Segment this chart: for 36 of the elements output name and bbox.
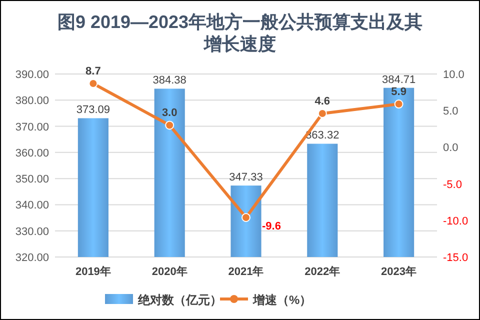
data-label: 5.9 [391, 86, 406, 98]
x-tick-label: 2019年 [75, 265, 111, 278]
y2-tick-label: 5.0 [443, 106, 458, 118]
point [242, 212, 250, 222]
y-tick-label: 350.00 [15, 174, 49, 186]
y-tick-label: 330.00 [15, 226, 49, 238]
data-label: 373.09 [76, 104, 110, 116]
point [165, 120, 174, 130]
data-label: 3.0 [162, 107, 178, 120]
y-tick-label: 320.00 [15, 252, 49, 264]
y-tick-label: 360.00 [15, 147, 49, 160]
x-tick-label: 2023年 [381, 265, 417, 278]
x-tick-label: 2020年 [152, 265, 188, 278]
y2-tick-label: -10.0 [443, 215, 468, 228]
data-label: 8.7 [86, 66, 101, 78]
data-label: 384.71 [382, 74, 416, 86]
data-label: 4.6 [314, 96, 330, 108]
y2-tick-label: 0.0 [443, 142, 458, 154]
data-label: -9.6 [262, 220, 281, 232]
point [394, 100, 404, 109]
legend-label: 绝对数（亿元） [137, 293, 222, 307]
chart-title: 图9 2019—2023年地方一般公共预算支出及其增长速度 [57, 12, 423, 54]
y2-tick-label: -5.0 [443, 178, 462, 191]
point [318, 109, 327, 118]
y2-tick-label: -15.0 [443, 252, 468, 264]
y-tick-label: 340.00 [15, 200, 49, 212]
data-label: 347.33 [229, 172, 263, 184]
x-tick-label: 2022年 [304, 265, 340, 278]
y-tick-label: 390.00 [15, 69, 49, 81]
y-tick-label: 370.00 [15, 121, 49, 134]
x-tick-label: 2021年 [228, 265, 264, 278]
data-label: 384.38 [152, 74, 186, 87]
legend-label: 增速（%） [252, 293, 312, 307]
y-tick-label: 380.00 [15, 95, 49, 108]
data-label: 363.32 [306, 130, 340, 142]
y2-tick-label: 10.0 [443, 69, 464, 81]
